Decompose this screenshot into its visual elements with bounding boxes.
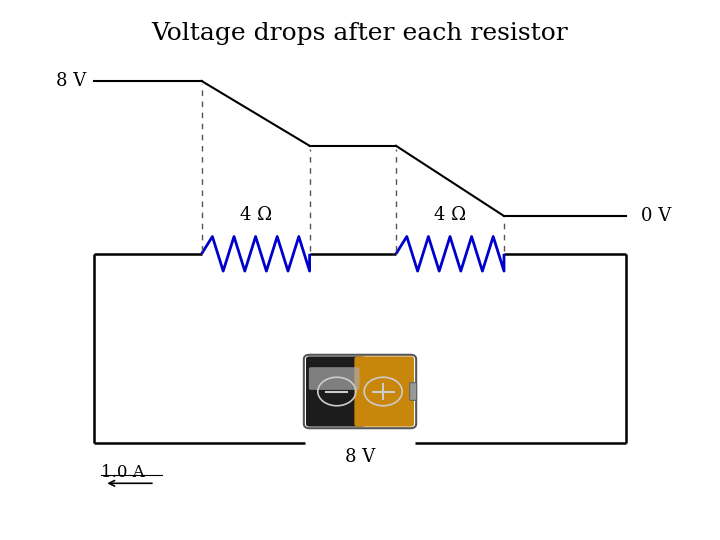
Text: 8 V: 8 V: [345, 448, 375, 466]
FancyBboxPatch shape: [354, 356, 414, 427]
Text: 0 V: 0 V: [641, 207, 671, 225]
Text: 4 Ω: 4 Ω: [240, 206, 271, 224]
Text: 1.0 A: 1.0 A: [101, 464, 145, 481]
Text: Voltage drops after each resistor: Voltage drops after each resistor: [152, 22, 568, 45]
Text: 4 Ω: 4 Ω: [434, 206, 466, 224]
Text: 8 V: 8 V: [56, 72, 86, 90]
FancyBboxPatch shape: [410, 383, 417, 400]
FancyBboxPatch shape: [309, 367, 359, 390]
FancyBboxPatch shape: [306, 356, 366, 427]
